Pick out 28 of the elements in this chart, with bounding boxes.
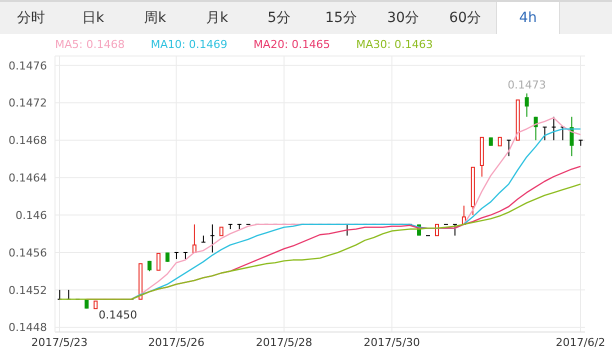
x-tick-label: 2017/5/30	[364, 336, 420, 349]
text: 月k	[204, 9, 230, 28]
y-tick-label: 0.1464	[8, 172, 47, 185]
text: 4h	[496, 2, 560, 34]
x-tick-label: 2017/6/2	[556, 336, 606, 349]
text: MA30: 0.1463	[356, 38, 433, 51]
y-tick-label: 0.1452	[8, 284, 47, 297]
y-tick-label: 0.146	[16, 208, 47, 222]
y-tick-label: 0.1456	[8, 246, 47, 260]
text: 分时	[16, 9, 46, 28]
text: MA20: 0.1465	[253, 38, 330, 51]
x-tick-label: 2017/5/26	[148, 336, 204, 349]
annotation: 0.1450	[98, 308, 138, 322]
y-tick-label: 0.1468	[8, 134, 47, 148]
annotation: 0.1473	[508, 78, 546, 92]
text: 30分	[386, 9, 420, 28]
text: MA10: 0.1469	[150, 38, 228, 51]
y-tick-label: 0.1476	[8, 59, 47, 72]
text: 15分	[324, 9, 358, 28]
text: 日k	[80, 9, 106, 28]
text: MA5: 0.1468	[55, 38, 125, 51]
x-tick-label: 2017/5/23	[31, 336, 88, 349]
text: 60分	[448, 9, 482, 28]
text: 5分	[266, 9, 292, 28]
y-tick-label: 0.1472	[8, 96, 47, 110]
x-tick-label: 2017/5/28	[256, 336, 312, 349]
text: 周k	[142, 9, 168, 28]
y-tick-label: 0.1448	[8, 321, 47, 334]
